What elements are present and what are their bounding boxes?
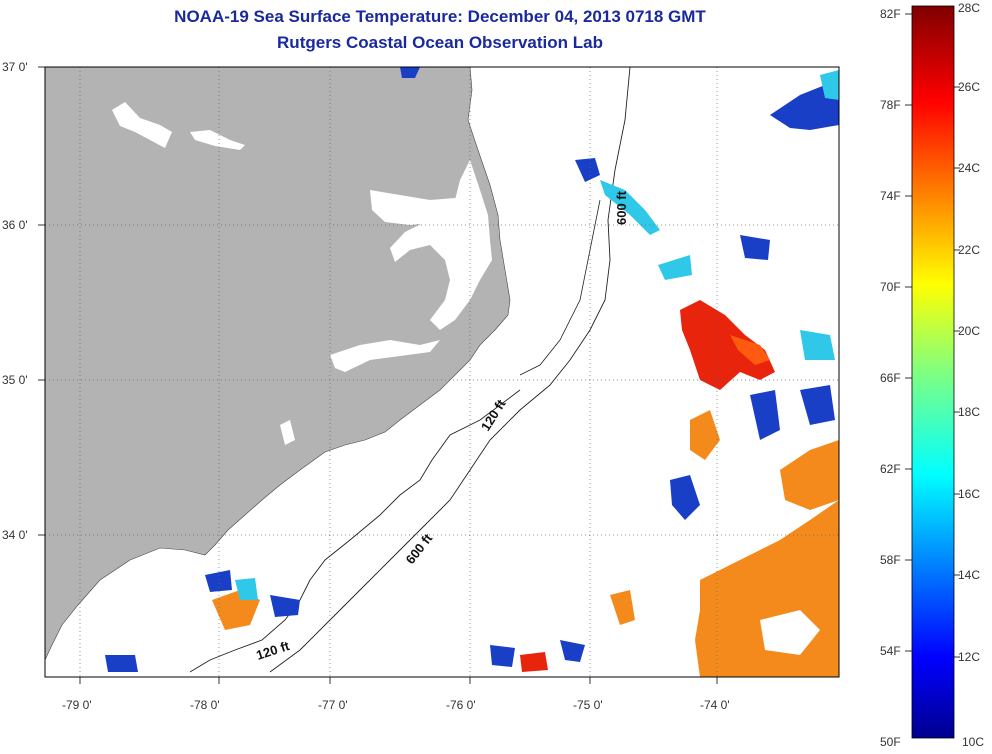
colorbar-c-label: 24C <box>958 161 980 175</box>
coastal-lake <box>280 420 295 445</box>
contour-label-600ft-upper: 600 ft <box>614 190 629 225</box>
contour-600ft <box>269 67 631 673</box>
contour-120ft <box>189 389 521 673</box>
axis-ticks <box>38 66 718 684</box>
colorbar-f-label: 70F <box>880 280 901 294</box>
lat-tick-label: 35 0' <box>2 373 28 387</box>
map-frame <box>44 66 840 678</box>
lon-tick-label: -79 0' <box>62 698 92 712</box>
colorbar-f-label: 58F <box>880 553 901 567</box>
colorbar-f-label: 82F <box>880 7 901 21</box>
inland-lake <box>112 102 172 148</box>
pamlico-sound <box>390 160 492 330</box>
colorbar-c-label: 18C <box>958 405 980 419</box>
colorbar-f-label: 66F <box>880 371 901 385</box>
colorbar-c-label: 28C <box>958 1 980 15</box>
colorbar-c-label: 22C <box>958 243 980 257</box>
colorbar-c-label: 14C <box>958 568 980 582</box>
colorbar <box>911 5 955 739</box>
lat-tick-label: 36 0' <box>2 218 28 232</box>
colorbar-c-label: 26C <box>958 80 980 94</box>
colorbar-f-label: 74F <box>880 189 901 203</box>
colorbar-f-label: 50F <box>880 735 901 749</box>
map-title: NOAA-19 Sea Surface Temperature: Decembe… <box>174 7 706 26</box>
lat-tick-label: 34 0' <box>2 528 28 542</box>
colorbar-c-label: 10C <box>962 735 984 749</box>
albemarle-sound <box>370 190 462 225</box>
lat-tick-label: 37 0' <box>2 60 28 74</box>
neuse-river <box>330 340 440 372</box>
colorbar-f-label: 54F <box>880 644 901 658</box>
contour-shelf <box>519 199 601 376</box>
map-subtitle: Rutgers Coastal Ocean Observation Lab <box>277 33 603 52</box>
colorbar-c-label: 20C <box>958 324 980 338</box>
lon-tick-label: -74 0' <box>700 698 730 712</box>
colorbar-f-label: 78F <box>880 98 901 112</box>
colorbar-f-label: 62F <box>880 462 901 476</box>
lon-tick-label: -78 0' <box>190 698 220 712</box>
graticule <box>45 67 839 677</box>
sst-data-layer <box>105 67 839 677</box>
colorbar-c-label: 16C <box>958 487 980 501</box>
colorbar-c-label: 12C <box>958 650 980 664</box>
lon-tick-label: -76 0' <box>446 698 476 712</box>
inland-lake-2 <box>190 130 245 150</box>
lon-tick-label: -77 0' <box>318 698 348 712</box>
lon-tick-label: -75 0' <box>573 698 603 712</box>
colorbar-ticks <box>905 13 960 658</box>
